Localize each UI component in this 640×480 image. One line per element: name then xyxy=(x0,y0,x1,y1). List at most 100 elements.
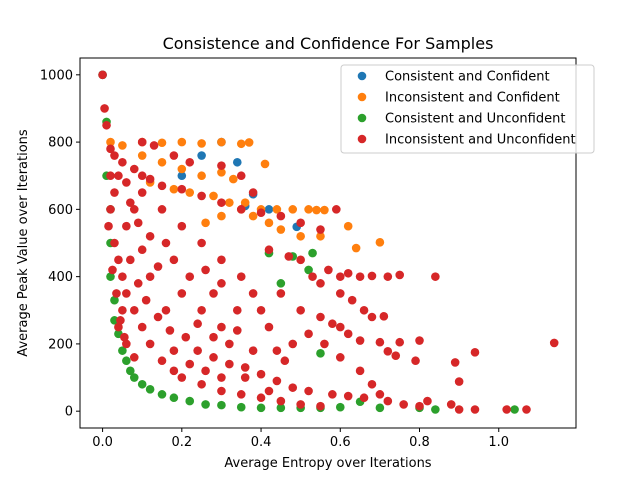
data-point xyxy=(399,400,408,409)
data-point xyxy=(118,305,127,315)
data-point xyxy=(355,336,365,345)
data-point xyxy=(145,272,155,281)
data-point xyxy=(454,405,464,414)
data-point xyxy=(118,157,127,167)
legend-label: Consistent and Confident xyxy=(385,70,550,85)
data-point xyxy=(284,252,294,261)
data-point xyxy=(470,405,480,414)
data-point xyxy=(133,279,143,288)
data-point xyxy=(217,279,226,288)
data-point xyxy=(104,221,113,231)
data-point xyxy=(129,353,139,362)
data-point xyxy=(217,161,226,170)
y-axis-label: Average Peak Value over Iterations xyxy=(16,129,31,357)
data-point xyxy=(102,120,111,130)
data-point xyxy=(320,205,329,215)
data-point xyxy=(248,289,258,298)
y-tick-label: 400 xyxy=(48,270,73,285)
data-point xyxy=(149,141,159,150)
data-point xyxy=(375,337,385,347)
data-point xyxy=(367,312,377,322)
data-point xyxy=(185,272,195,281)
data-point xyxy=(193,319,202,329)
legend-entries: Consistent and Confident Inconsistent and… xyxy=(357,70,576,148)
data-point xyxy=(415,336,424,345)
data-point xyxy=(112,289,121,298)
legend-marker xyxy=(357,134,367,144)
data-point xyxy=(324,265,333,275)
data-point xyxy=(169,151,179,160)
data-point xyxy=(335,322,345,332)
data-point xyxy=(232,326,242,335)
data-point xyxy=(201,218,210,228)
data-point xyxy=(161,238,171,248)
data-point xyxy=(367,271,377,281)
data-point xyxy=(129,205,139,214)
data-point xyxy=(114,322,123,332)
data-point xyxy=(276,403,286,413)
data-point xyxy=(502,405,511,414)
data-point xyxy=(276,225,286,234)
data-point xyxy=(312,205,321,215)
data-point xyxy=(308,272,317,281)
data-point xyxy=(126,255,135,265)
data-point xyxy=(391,351,401,360)
data-point xyxy=(240,363,250,372)
data-point xyxy=(256,305,266,315)
data-point xyxy=(137,151,147,160)
data-point xyxy=(328,390,337,399)
y-tick-label: 0 xyxy=(65,405,73,420)
data-point xyxy=(288,383,298,392)
data-point xyxy=(197,151,206,160)
data-point xyxy=(169,393,179,403)
data-point xyxy=(122,339,131,349)
data-point xyxy=(141,295,151,305)
data-point xyxy=(236,390,246,399)
data-point xyxy=(177,164,187,174)
data-point xyxy=(335,272,345,281)
data-point xyxy=(129,373,139,382)
data-point xyxy=(316,225,325,234)
data-point xyxy=(145,231,155,241)
data-point xyxy=(276,396,286,406)
data-point xyxy=(106,171,115,181)
data-point xyxy=(316,401,325,411)
data-point xyxy=(225,359,234,369)
data-point xyxy=(122,178,131,187)
data-point xyxy=(304,205,313,214)
data-point xyxy=(157,205,167,214)
data-point xyxy=(272,346,282,355)
data-point xyxy=(137,379,147,389)
data-point xyxy=(423,396,432,406)
data-point xyxy=(217,211,226,221)
x-tick-label: 0.8 xyxy=(409,435,430,450)
data-point xyxy=(181,332,191,342)
data-point xyxy=(126,366,135,376)
data-point xyxy=(209,353,218,362)
data-point xyxy=(276,211,286,221)
data-point xyxy=(118,272,127,281)
data-point xyxy=(288,205,298,214)
data-point xyxy=(100,104,109,113)
data-point xyxy=(248,211,258,221)
data-point xyxy=(106,272,115,281)
legend-label: Inconsistent and Unconfident xyxy=(385,133,576,148)
data-point xyxy=(98,70,107,80)
data-point xyxy=(153,262,163,271)
data-point xyxy=(177,137,187,147)
data-point xyxy=(201,400,210,409)
data-point xyxy=(217,255,226,265)
data-point xyxy=(367,379,377,389)
data-point xyxy=(383,396,393,406)
data-point xyxy=(157,138,167,148)
data-point xyxy=(193,346,202,355)
data-point xyxy=(304,265,313,275)
data-point xyxy=(118,346,127,355)
data-point xyxy=(116,316,125,325)
x-tick-label: 1.0 xyxy=(488,435,509,450)
data-point xyxy=(359,305,369,315)
data-point xyxy=(411,356,420,366)
data-point xyxy=(335,289,345,298)
data-point xyxy=(110,188,119,197)
